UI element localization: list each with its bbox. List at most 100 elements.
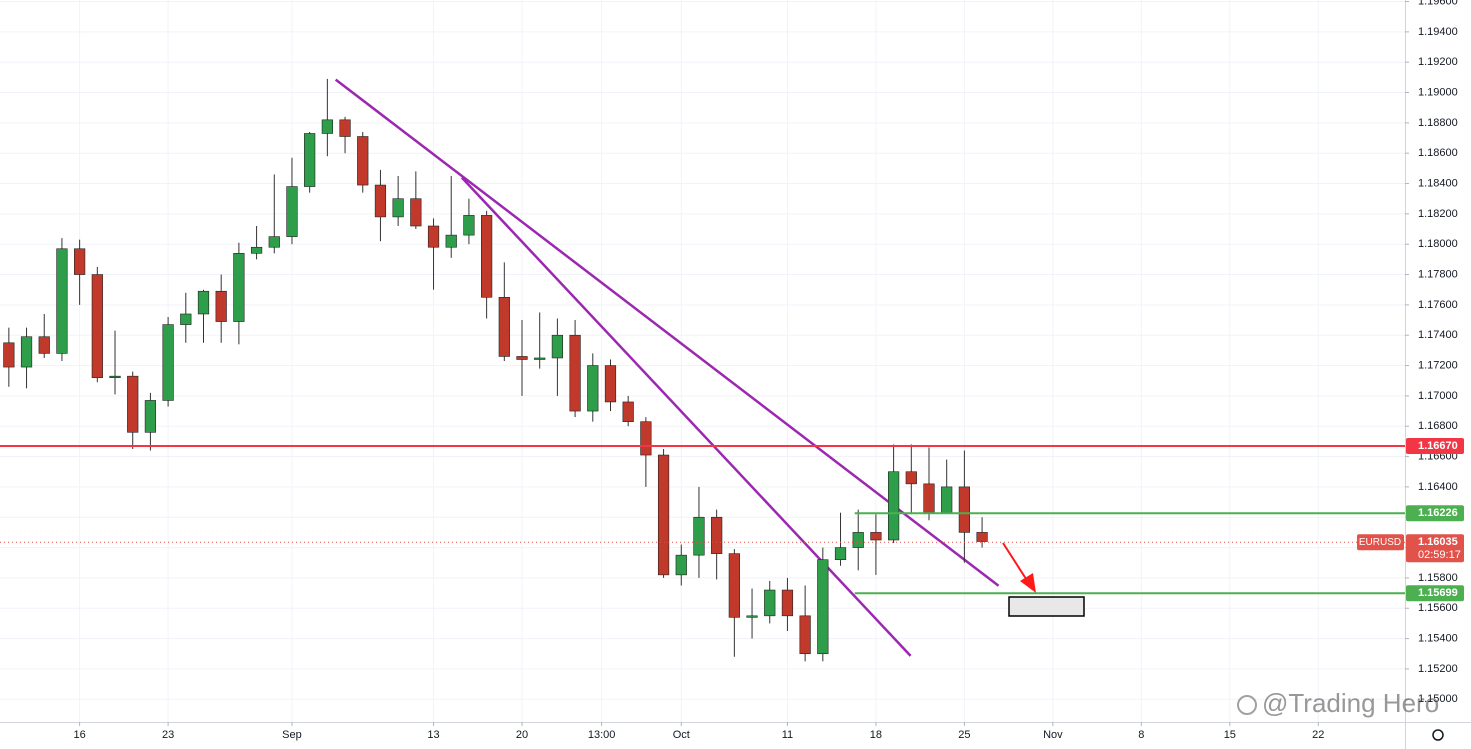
candle-body <box>728 553 740 618</box>
settings-gear[interactable] <box>1432 729 1444 741</box>
axis: 1.19600 1.19400 1.19200 1.19000 1.18800 1.186… <box>74 0 1464 741</box>
settings-icon[interactable] <box>1432 729 1444 741</box>
candle-body <box>286 186 298 237</box>
y-tick-label: 1.15400 <box>1418 632 1458 644</box>
y-tick-label: 1.17800 <box>1418 268 1458 280</box>
candle-body <box>56 248 68 354</box>
candle-body <box>764 589 776 617</box>
candle-body <box>675 554 687 576</box>
watermark-icon <box>1237 695 1257 715</box>
candle-body <box>374 184 387 218</box>
x-tick-label: 13 <box>427 729 439 741</box>
candle-body <box>445 234 457 248</box>
candle-body <box>74 248 86 275</box>
candle-body <box>268 236 280 248</box>
x-tick-label: 25 <box>958 729 970 741</box>
x-tick-label: 15 <box>1224 729 1236 741</box>
candle-body <box>3 342 15 368</box>
price-tag-label: 1.16226 <box>1418 507 1458 519</box>
y-tick-label: 1.15800 <box>1418 572 1458 584</box>
candle-body <box>516 356 528 360</box>
candle-body <box>817 559 829 655</box>
y-tick-label: 1.16400 <box>1418 481 1458 493</box>
candle-body <box>905 471 917 485</box>
candle-body <box>427 225 440 248</box>
price-tag <box>1406 585 1464 602</box>
candle-body <box>481 215 493 298</box>
y-tick-label: 1.18200 <box>1418 208 1458 220</box>
y-tick-label: 1.19600 <box>1418 0 1458 7</box>
y-tick-label: 1.18600 <box>1418 147 1458 159</box>
y-tick-label: 1.15200 <box>1418 663 1458 675</box>
candle-body <box>127 375 139 433</box>
trendline <box>460 176 912 657</box>
candle-body <box>941 486 953 513</box>
candle-body <box>498 296 510 357</box>
candle-body <box>20 336 33 368</box>
candle-body <box>321 119 333 134</box>
x-tick-label: 16 <box>74 729 86 741</box>
y-tick-label: 1.17600 <box>1418 299 1458 311</box>
y-tick-label: 1.19000 <box>1418 86 1458 98</box>
candle-body <box>233 253 245 322</box>
y-tick-label: 1.19400 <box>1418 26 1458 38</box>
symbol-tag <box>1357 534 1404 551</box>
watermark: @Trading Hero <box>1237 688 1439 718</box>
candle-body <box>887 471 900 541</box>
price-tag-label: 1.16670 <box>1418 440 1458 452</box>
candle-body <box>799 615 811 655</box>
candle-body <box>781 589 794 617</box>
x-tick-label: Sep <box>282 729 302 741</box>
candle-body <box>551 334 564 359</box>
candle-body <box>144 400 157 433</box>
x-tick-label: 11 <box>782 729 793 741</box>
countdown-label: 02:59:17 <box>1418 549 1461 561</box>
last-price-label: 1.16035 <box>1418 536 1458 548</box>
candle-body <box>38 336 50 354</box>
x-tick-label: 8 <box>1138 729 1144 741</box>
candle-body <box>162 324 174 401</box>
y-tick-label: 1.16800 <box>1418 420 1458 432</box>
y-tick-label: 1.15000 <box>1418 693 1458 705</box>
candle-body <box>657 454 670 576</box>
candle-body <box>640 421 652 456</box>
x-tick-label: 20 <box>516 729 528 741</box>
candle-body <box>569 334 581 412</box>
price-tag <box>1406 505 1464 522</box>
candle-body <box>711 516 723 554</box>
y-tick-label: 1.17200 <box>1418 359 1458 371</box>
target-box <box>1008 596 1085 617</box>
x-tick-label: 22 <box>1312 729 1324 741</box>
candle-body <box>463 215 475 236</box>
candle-body <box>215 290 227 322</box>
y-tick-label: 1.15600 <box>1418 602 1458 614</box>
x-tick-label: Oct <box>673 729 690 741</box>
candle-body <box>357 136 369 186</box>
watermark-text: @Trading Hero <box>1262 688 1439 718</box>
candle-body <box>852 532 864 548</box>
price-tag-label: 1.15699 <box>1418 587 1458 599</box>
candle-body <box>304 133 316 187</box>
candle-body <box>976 532 988 542</box>
candle-body <box>250 246 263 254</box>
y-tick-label: 1.17000 <box>1418 390 1458 402</box>
candle-body <box>923 483 935 513</box>
plot <box>0 78 1405 662</box>
candle-body <box>109 375 121 378</box>
y-tick-label: 1.18400 <box>1418 177 1458 189</box>
candle-body <box>622 401 634 422</box>
x-tick-label: 18 <box>870 729 882 741</box>
x-tick-label: Nov <box>1043 729 1063 741</box>
candle-body <box>870 532 882 541</box>
y-tick-label: 1.19200 <box>1418 56 1458 68</box>
candle-body <box>604 365 617 403</box>
arrow-head <box>1020 573 1036 593</box>
x-tick-label: 23 <box>162 729 174 741</box>
y-tick-label: 1.18800 <box>1418 117 1458 129</box>
candle-body <box>91 274 103 378</box>
candle-body <box>197 290 210 315</box>
symbol-tag-label: EURUSD <box>1359 537 1401 548</box>
price-tag <box>1406 437 1464 454</box>
